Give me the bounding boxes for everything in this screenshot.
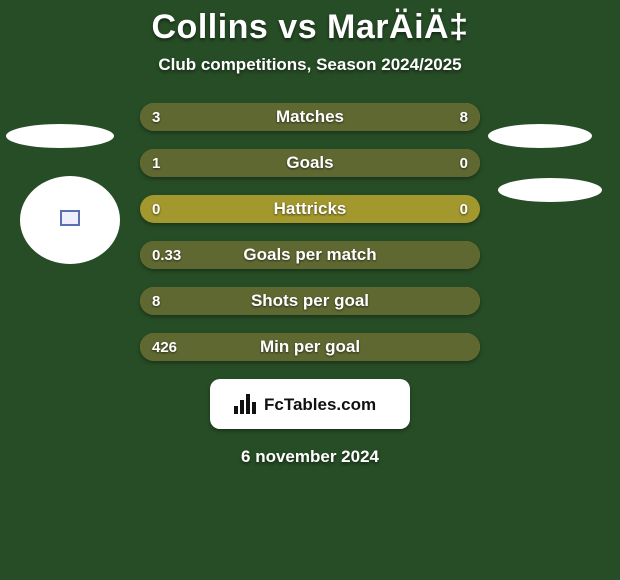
stat-row: 00Hattricks [140,195,480,223]
ellipse-top-left [6,124,114,148]
page-title: Collins vs MarÄiÄ‡ [0,0,620,47]
stat-label: Hattricks [140,199,480,219]
page-subtitle: Club competitions, Season 2024/2025 [0,55,620,75]
stat-row: 0.33Goals per match [140,241,480,269]
stat-label: Shots per goal [140,291,480,311]
brand-text: FcTables.com [264,395,376,414]
stat-label: Min per goal [140,337,480,357]
small-badge-icon [60,210,80,226]
bar-chart-icon: FcTables.com [230,390,390,418]
stat-label: Matches [140,107,480,127]
ellipse-top-right [488,124,592,148]
stat-label: Goals per match [140,245,480,265]
stats-panel: 38Matches 10Goals 00Hattricks 0.33Goals per… [140,103,480,361]
stat-row: 8Shots per goal [140,287,480,315]
stat-row: 10Goals [140,149,480,177]
stat-row: 38Matches [140,103,480,131]
stat-row: 426Min per goal [140,333,480,361]
stat-label: Goals [140,153,480,173]
brand-badge[interactable]: FcTables.com [210,379,410,429]
ellipse-mid-right [498,178,602,202]
footer-date: 6 november 2024 [0,447,620,467]
